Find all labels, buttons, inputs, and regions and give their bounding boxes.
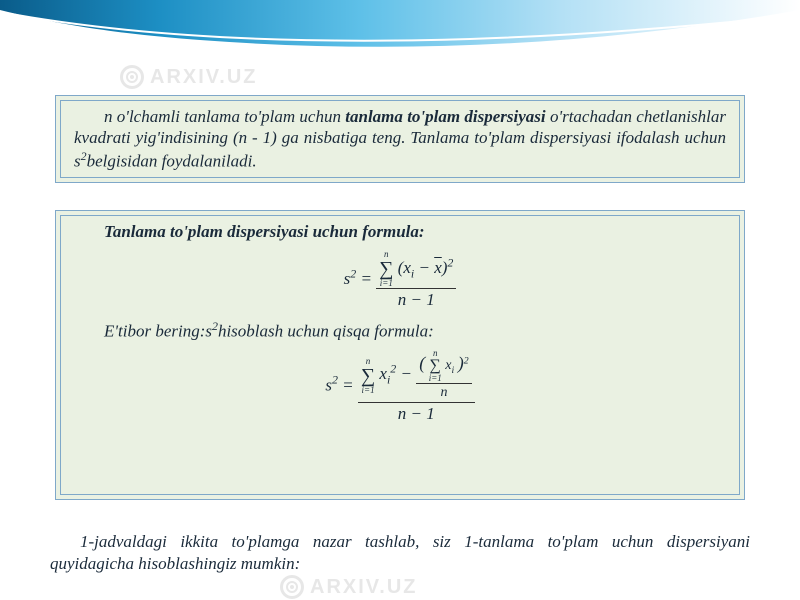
bottom-paragraph: 1-jadvaldagi ikkita to'plamga nazar tash… xyxy=(50,531,750,575)
formula-note: E'tibor bering:s2hisoblash uchun qisqa f… xyxy=(74,319,726,342)
definition-text: n o'lchamli tanlama to'plam uchun tanlam… xyxy=(56,96,744,181)
formula-variance: s2 = n ∑ i=1 (xi − x)2 n − 1 xyxy=(74,250,726,310)
formula-shortcut: s2 = n ∑ i=1 xi2 − ( n ∑ xyxy=(74,349,726,424)
watermark: ARXIV.UZ xyxy=(280,575,418,599)
watermark: ARXIV.UZ xyxy=(120,65,258,89)
formula-box: Tanlama to'plam dispersiyasi uchun formu… xyxy=(55,210,745,500)
definition-box: n o'lchamli tanlama to'plam uchun tanlam… xyxy=(55,95,745,183)
header-swoosh xyxy=(0,0,800,70)
formula-title: Tanlama to'plam dispersiyasi uchun formu… xyxy=(74,221,726,242)
